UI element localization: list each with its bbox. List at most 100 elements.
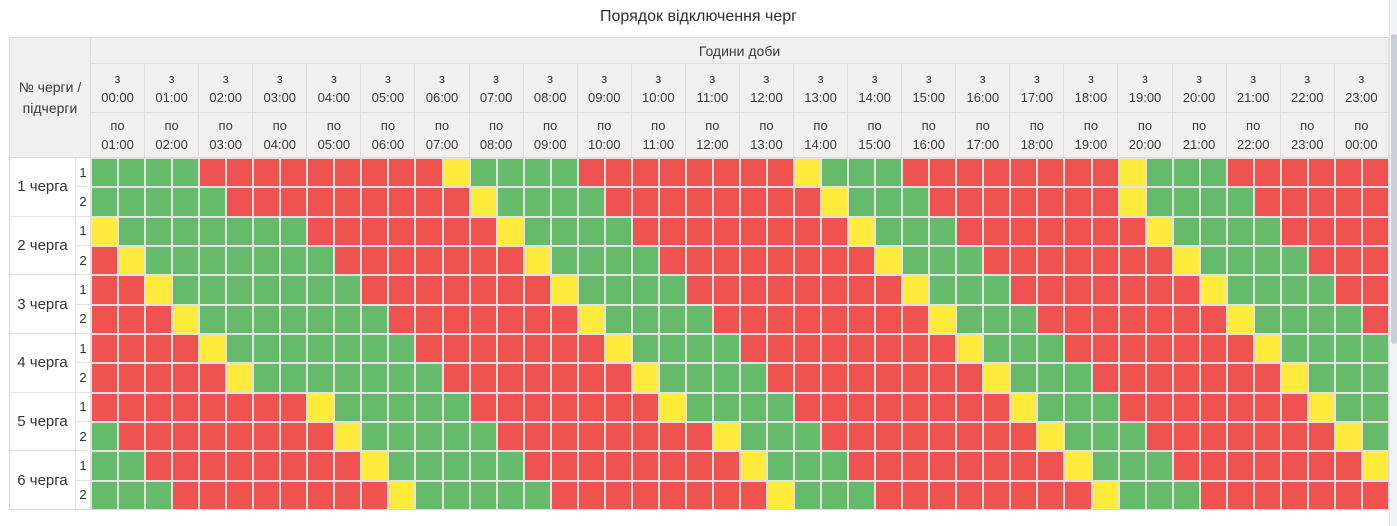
schedule-cell — [1227, 364, 1253, 392]
schedule-cell — [146, 364, 172, 392]
schedule-cell — [470, 423, 496, 451]
schedule-cell — [308, 305, 334, 333]
schedule-cell — [200, 393, 226, 421]
schedule-cell — [1119, 188, 1145, 216]
schedule-cell — [119, 276, 145, 304]
schedule-cell — [443, 188, 469, 216]
schedule-cell — [632, 393, 658, 421]
schedule-cell — [1173, 481, 1199, 509]
queue-label: 4 черга — [10, 334, 76, 393]
schedule-cell — [876, 247, 902, 275]
schedule-cell — [551, 217, 577, 245]
schedule-cell — [1038, 393, 1064, 421]
schedule-cell — [740, 393, 767, 421]
schedule-cell — [1254, 276, 1280, 304]
schedule-cell — [822, 247, 848, 275]
schedule-cell — [1173, 452, 1199, 480]
schedule-cell — [389, 393, 415, 421]
schedule-cell — [713, 305, 739, 333]
schedule-cell — [92, 188, 118, 216]
hour-from-cell: з 12:00 — [739, 64, 795, 114]
scrollbar-thumb[interactable] — [1391, 34, 1397, 344]
schedule-cell — [389, 217, 415, 245]
hour-to-cell: по 20:00 — [1118, 113, 1173, 157]
schedule-cell — [1362, 305, 1388, 333]
hour-to-cell: по 02:00 — [145, 113, 200, 157]
schedule-cell — [1173, 305, 1199, 333]
schedule-cell — [1308, 452, 1334, 480]
schedule-cell — [686, 159, 712, 187]
schedule-cell — [1254, 305, 1280, 333]
schedule-cell — [1146, 423, 1172, 451]
schedule-cell — [605, 247, 631, 275]
schedule-cell — [416, 364, 442, 392]
schedule-cell — [92, 364, 118, 392]
hour-from-cell: з 21:00 — [1226, 64, 1281, 114]
schedule-cell — [686, 305, 712, 333]
schedule-cell — [146, 159, 172, 187]
schedule-cell — [849, 423, 875, 451]
subqueue-label: 2 — [76, 304, 91, 334]
hour-to-cell: по 14:00 — [794, 113, 849, 157]
schedule-cell — [876, 423, 902, 451]
schedule-cell — [1011, 393, 1037, 421]
hour-from-cell: з 15:00 — [902, 64, 957, 114]
schedule-cell — [119, 481, 145, 509]
schedule-cell — [713, 217, 739, 245]
schedule-cell — [632, 481, 658, 509]
schedule-cell — [659, 305, 685, 333]
schedule-cell — [984, 247, 1010, 275]
schedule-cell — [362, 452, 388, 480]
schedule-cell — [1065, 217, 1091, 245]
schedule-cell — [524, 305, 550, 333]
schedule-cell — [984, 276, 1010, 304]
schedule-cell — [768, 217, 794, 245]
hour-from-cell: з 19:00 — [1118, 64, 1173, 114]
schedule-cell — [578, 217, 604, 245]
schedule-cell — [551, 423, 577, 451]
schedule-cell — [930, 393, 956, 421]
schedule-cell — [686, 217, 712, 245]
schedule-cell — [876, 335, 902, 363]
schedule-cell — [686, 335, 712, 363]
schedule-cell — [1038, 364, 1064, 392]
schedule-cell — [416, 305, 442, 333]
subqueue-label: 2 — [76, 363, 91, 393]
schedule-cell — [227, 188, 253, 216]
schedule-cell — [768, 305, 794, 333]
schedule-cell — [1173, 159, 1199, 187]
schedule-cell — [119, 159, 145, 187]
schedule-cell — [659, 364, 685, 392]
schedule-cell — [497, 305, 523, 333]
schedule-cell — [822, 452, 848, 480]
schedule-cell — [768, 247, 794, 275]
schedule-cell — [795, 481, 821, 509]
schedule-cell — [659, 423, 685, 451]
hour-to-cell: по 05:00 — [307, 113, 362, 157]
from-row: з 00:00 з 01:00 з 02:00 з 03:00 з 04:00 з 05:00 з 06:… — [91, 64, 1388, 114]
schedule-cell — [416, 452, 442, 480]
schedule-cell — [308, 364, 334, 392]
schedule-cell — [146, 393, 172, 421]
schedule-cell — [227, 393, 253, 421]
subqueue-label: 2 — [76, 187, 91, 217]
schedule-cell — [903, 452, 929, 480]
schedule-cell — [308, 335, 334, 363]
schedule-cell — [903, 247, 929, 275]
hours-header: Години доби — [91, 38, 1388, 64]
schedule-cell — [849, 188, 875, 216]
schedule-cell — [1200, 247, 1226, 275]
schedule-cell — [1362, 452, 1388, 480]
schedule-cell — [146, 305, 172, 333]
schedule-cell — [524, 217, 550, 245]
schedule-cell — [173, 159, 199, 187]
schedule-cell — [1335, 276, 1361, 304]
schedule-cell — [1227, 481, 1253, 509]
schedule-cell — [416, 247, 442, 275]
schedule-cell — [362, 393, 388, 421]
scrollbar-track[interactable] — [1389, 0, 1397, 526]
schedule-cell — [524, 423, 550, 451]
schedule-cell — [173, 335, 199, 363]
schedule-cell — [551, 452, 577, 480]
